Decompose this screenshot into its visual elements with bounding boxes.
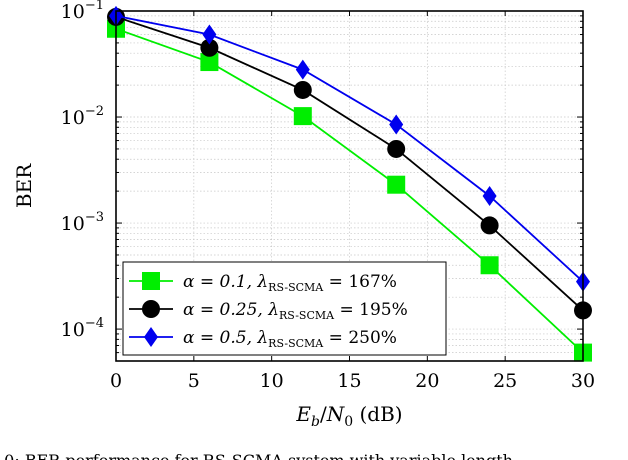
x-axis-title: Eb/N0 (dB)	[295, 402, 402, 430]
data-point-square	[200, 53, 219, 72]
legend-label: α = 0.1, λRS-SCMA = 167%	[183, 272, 397, 294]
data-point-circle	[200, 38, 219, 57]
data-point-circle	[387, 139, 406, 158]
y-tick-label: 10−4	[61, 316, 104, 341]
x-tick-label: 30	[571, 370, 595, 392]
y-tick-labels: 10−4 10−3 10−2 10−1	[61, 0, 104, 341]
data-point-diamond	[482, 185, 497, 206]
series-line-square	[115, 27, 584, 354]
x-tick-label: 10	[260, 370, 284, 392]
data-point-diamond	[202, 24, 217, 45]
data-point-circle	[480, 216, 499, 235]
series-line-circle	[115, 16, 584, 312]
x-tick-label: 0	[110, 370, 122, 392]
data-point-diamond	[389, 114, 404, 135]
x-tick-label: 15	[337, 370, 361, 392]
legend-marker-circle	[142, 300, 160, 318]
figure-caption: 10: BER performance for RS-SCMA system w…	[0, 451, 513, 460]
data-point-square	[480, 256, 499, 275]
x-tick-label: 25	[493, 370, 517, 392]
y-axis-title: BER	[12, 163, 36, 208]
y-tick-label: 10−1	[61, 0, 104, 23]
x-tick-labels: 0 5 10 15 20 25 30	[110, 370, 595, 392]
series-line-diamond	[115, 14, 584, 283]
data-point-square	[293, 107, 312, 126]
y-tick-label: 10−3	[61, 210, 104, 235]
plot-frame	[115, 10, 584, 362]
legend-marker-square	[142, 272, 160, 290]
data-point-square	[387, 175, 406, 194]
x-tick-label: 5	[188, 370, 200, 392]
legend-label: α = 0.25, λRS-SCMA = 195%	[183, 300, 408, 322]
legend-box	[122, 261, 447, 356]
data-point-circle	[293, 80, 312, 99]
legend-marker-diamond	[144, 327, 158, 347]
legend: α = 0.1, λRS-SCMA = 167% α = 0.25, λRS-SC…	[122, 261, 447, 356]
legend-label: α = 0.5, λRS-SCMA = 250%	[183, 328, 397, 350]
series-diamond	[109, 5, 590, 292]
y-tick-label: 10−2	[61, 104, 104, 129]
x-tick-label: 20	[415, 370, 439, 392]
data-series	[107, 5, 592, 362]
data-point-diamond	[295, 59, 310, 80]
